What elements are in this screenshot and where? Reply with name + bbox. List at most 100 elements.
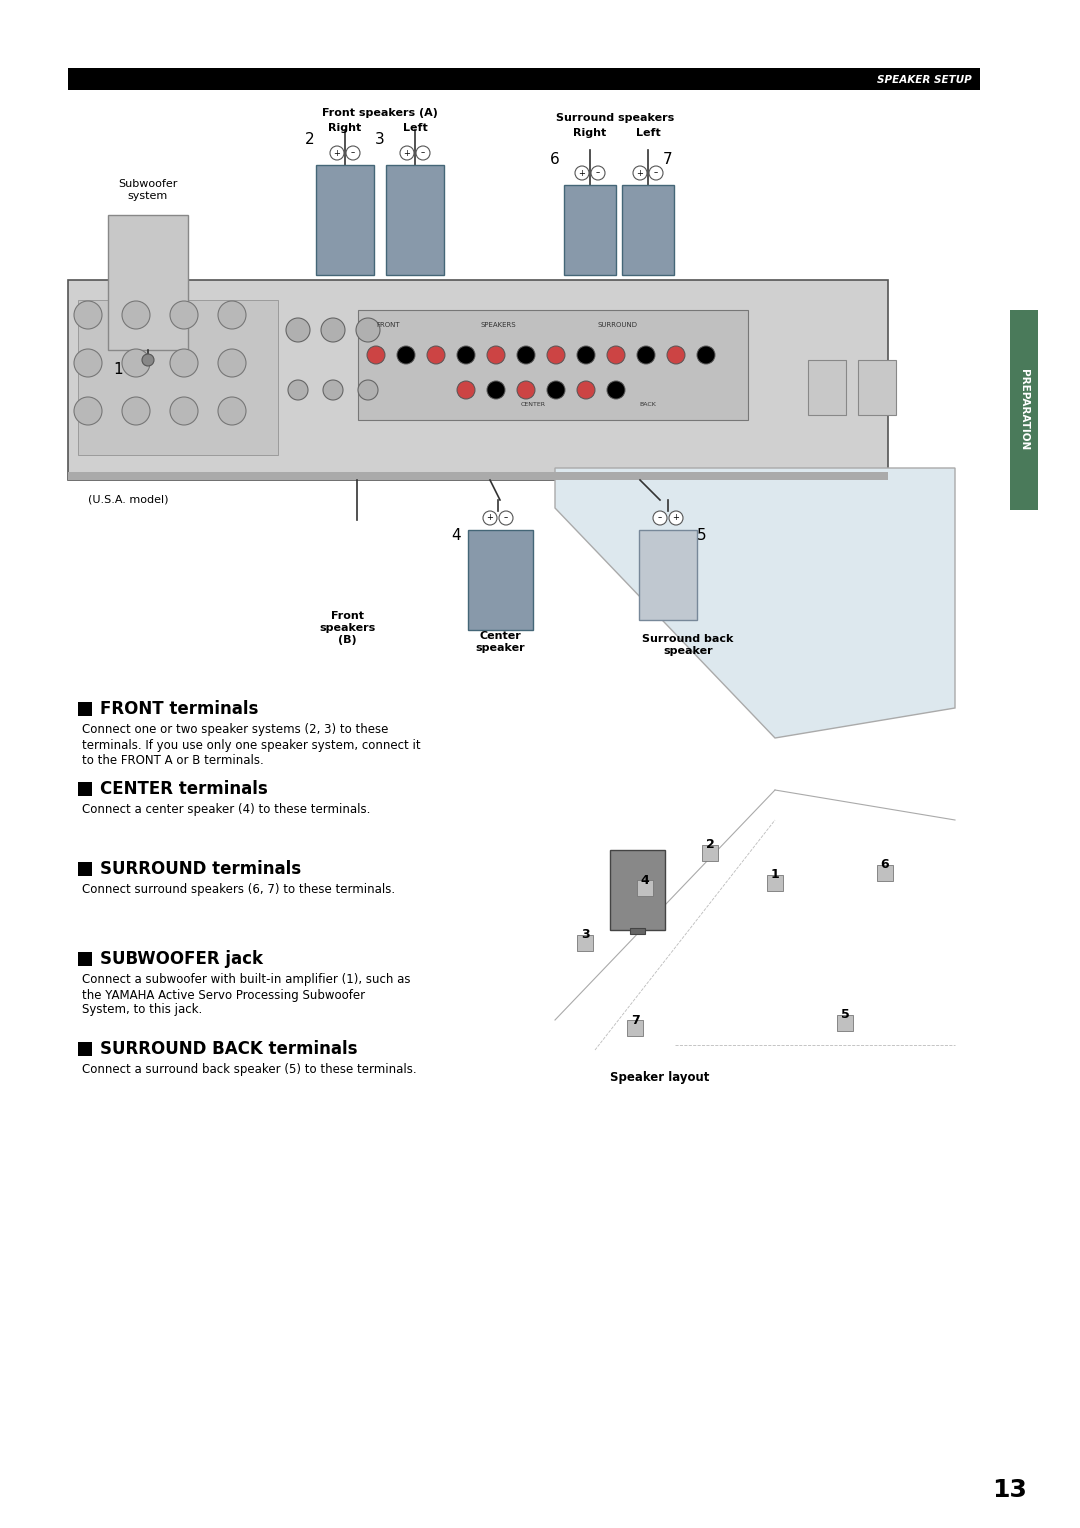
Circle shape (323, 380, 343, 400)
Circle shape (170, 397, 198, 425)
Circle shape (218, 301, 246, 329)
Text: 1: 1 (771, 868, 780, 882)
Circle shape (288, 380, 308, 400)
Text: Right: Right (573, 128, 607, 138)
Bar (108, 215, 188, 350)
Circle shape (427, 345, 445, 364)
Text: BACK: BACK (639, 402, 657, 408)
Bar (78, 299, 278, 455)
Circle shape (122, 397, 150, 425)
Circle shape (517, 380, 535, 399)
Bar (577, 935, 593, 950)
Circle shape (356, 318, 380, 342)
Bar (68, 280, 888, 480)
Text: SURROUND: SURROUND (598, 322, 638, 329)
Circle shape (653, 510, 667, 526)
Circle shape (575, 167, 589, 180)
Text: CENTER: CENTER (521, 402, 545, 408)
Text: +: + (636, 168, 644, 177)
Text: 7: 7 (631, 1013, 639, 1027)
Circle shape (357, 380, 378, 400)
Bar (68, 472, 888, 480)
Text: +: + (579, 168, 585, 177)
Text: PREPARATION: PREPARATION (1020, 370, 1029, 451)
Text: 2: 2 (705, 839, 714, 851)
Bar (564, 185, 616, 275)
Text: 6: 6 (880, 859, 889, 871)
Circle shape (591, 167, 605, 180)
Circle shape (697, 345, 715, 364)
Circle shape (457, 380, 475, 399)
Bar (78, 782, 92, 796)
Bar (637, 880, 653, 895)
Text: Surround speakers: Surround speakers (556, 113, 674, 122)
Circle shape (141, 354, 154, 367)
Text: Front
speakers
(B): Front speakers (B) (319, 611, 375, 645)
Bar (767, 876, 783, 891)
Text: +: + (404, 148, 410, 157)
Text: 5: 5 (840, 1008, 849, 1022)
Text: –: – (504, 513, 508, 523)
Bar (468, 530, 534, 630)
Bar (68, 69, 980, 90)
Circle shape (75, 301, 102, 329)
Text: 4: 4 (451, 527, 461, 542)
Text: 1: 1 (113, 362, 123, 377)
Circle shape (400, 147, 414, 160)
Circle shape (346, 147, 360, 160)
Text: SPEAKER SETUP: SPEAKER SETUP (877, 75, 972, 86)
Bar (808, 361, 846, 416)
Circle shape (321, 318, 345, 342)
Text: Front speakers (A): Front speakers (A) (322, 108, 437, 118)
Circle shape (637, 345, 654, 364)
Circle shape (669, 510, 683, 526)
Text: Connect surround speakers (6, 7) to these terminals.: Connect surround speakers (6, 7) to thes… (82, 883, 395, 897)
Text: Connect one or two speaker systems (2, 3) to these: Connect one or two speaker systems (2, 3… (82, 723, 389, 736)
Circle shape (286, 318, 310, 342)
Circle shape (487, 380, 505, 399)
Circle shape (75, 348, 102, 377)
Text: FRONT: FRONT (376, 322, 400, 329)
Text: Left: Left (403, 122, 428, 133)
Text: –: – (658, 513, 662, 523)
Bar (837, 1015, 853, 1031)
Circle shape (457, 345, 475, 364)
Text: Center
speaker: Center speaker (475, 631, 525, 652)
Text: +: + (487, 513, 494, 523)
Text: System, to this jack.: System, to this jack. (82, 1004, 202, 1016)
Text: Connect a subwoofer with built-in amplifier (1), such as: Connect a subwoofer with built-in amplif… (82, 973, 410, 987)
Text: CENTER terminals: CENTER terminals (100, 779, 268, 798)
Bar (627, 1021, 643, 1036)
Text: 3: 3 (375, 133, 384, 148)
Bar (610, 850, 665, 931)
Circle shape (416, 147, 430, 160)
Circle shape (607, 380, 625, 399)
Text: Connect a center speaker (4) to these terminals.: Connect a center speaker (4) to these te… (82, 804, 370, 816)
Text: 5: 5 (698, 527, 706, 542)
Circle shape (122, 348, 150, 377)
Text: 6: 6 (550, 153, 559, 168)
Text: 7: 7 (663, 153, 673, 168)
Text: Connect a surround back speaker (5) to these terminals.: Connect a surround back speaker (5) to t… (82, 1063, 417, 1077)
Text: to the FRONT A or B terminals.: to the FRONT A or B terminals. (82, 753, 264, 767)
Bar (630, 927, 645, 934)
Text: SURROUND terminals: SURROUND terminals (100, 860, 301, 879)
Text: –: – (351, 148, 355, 157)
Bar (639, 530, 697, 620)
Text: +: + (334, 148, 340, 157)
Circle shape (483, 510, 497, 526)
Text: terminals. If you use only one speaker system, connect it: terminals. If you use only one speaker s… (82, 738, 420, 752)
Bar (78, 1042, 92, 1056)
Text: FRONT terminals: FRONT terminals (100, 700, 258, 718)
Circle shape (546, 345, 565, 364)
Text: 13: 13 (993, 1478, 1027, 1502)
Circle shape (170, 301, 198, 329)
Bar (78, 862, 92, 876)
Circle shape (170, 348, 198, 377)
Text: Left: Left (636, 128, 660, 138)
Polygon shape (555, 468, 955, 738)
Circle shape (667, 345, 685, 364)
Circle shape (122, 301, 150, 329)
Text: –: – (421, 148, 426, 157)
Bar (1010, 310, 1038, 510)
